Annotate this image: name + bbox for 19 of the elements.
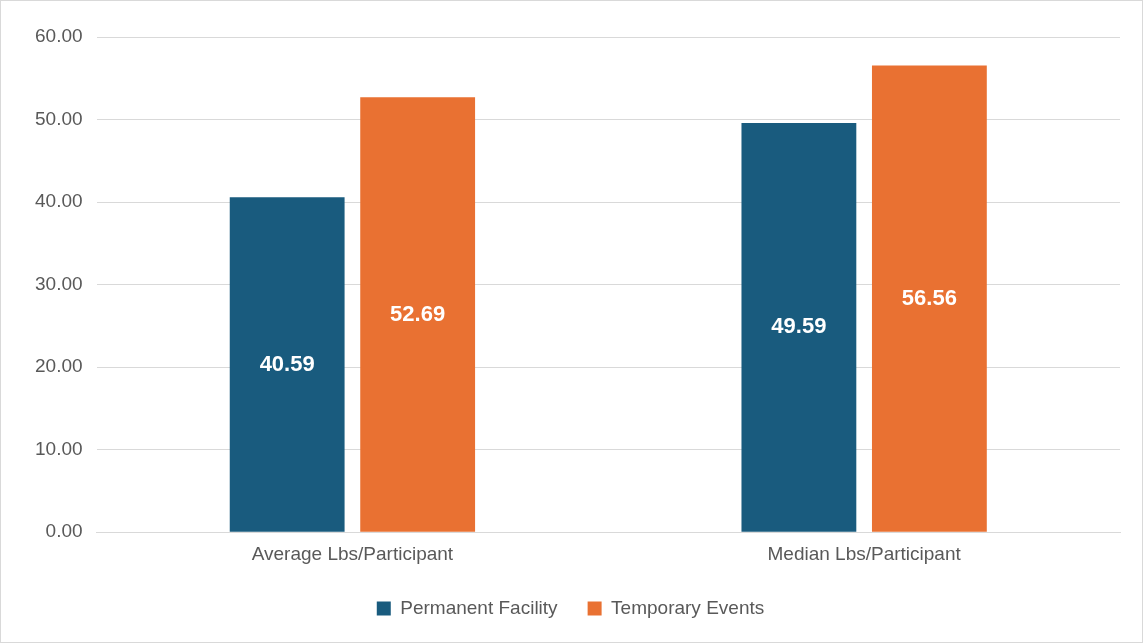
bar <box>871 65 987 532</box>
data-label: 52.69 <box>390 300 446 326</box>
data-label: 56.56 <box>901 284 957 310</box>
y-tick-label: 0.00 <box>45 520 83 542</box>
data-label: 49.59 <box>771 313 827 339</box>
x-tick-label: Median Lbs/Participant <box>767 542 962 564</box>
y-tick-label: 50.00 <box>35 107 83 129</box>
y-tick-label: 20.00 <box>35 355 83 377</box>
y-tick-label: 60.00 <box>35 25 83 47</box>
y-tick-label: 30.00 <box>35 272 83 294</box>
x-tick-label: Average Lbs/Participant <box>251 542 454 564</box>
data-label: 40.59 <box>259 350 315 376</box>
legend-label: Permanent Facility <box>400 596 559 618</box>
y-tick-label: 10.00 <box>35 437 83 459</box>
bar <box>229 197 345 532</box>
bar <box>741 122 857 532</box>
bar <box>360 97 476 532</box>
y-tick-label: 40.00 <box>35 190 83 212</box>
legend-label: Temporary Events <box>611 596 765 618</box>
